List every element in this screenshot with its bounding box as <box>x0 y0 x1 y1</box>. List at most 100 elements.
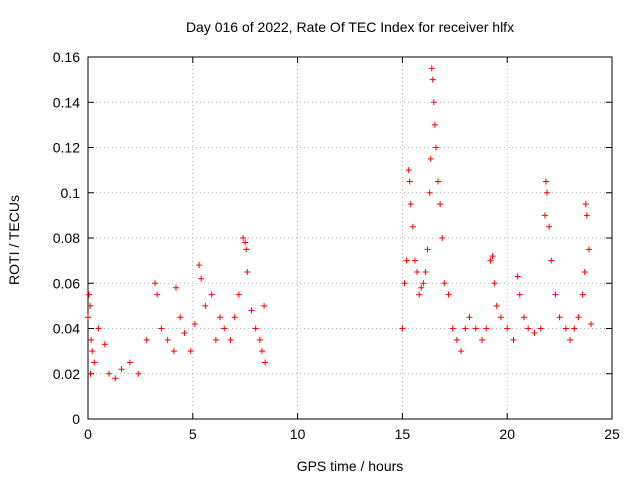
data-point <box>424 246 431 253</box>
data-point <box>441 280 448 287</box>
x-tick-label: 10 <box>290 426 306 442</box>
data-point <box>525 325 532 332</box>
data-point <box>504 325 511 332</box>
data-point <box>244 268 251 275</box>
data-point <box>430 99 437 106</box>
data-point <box>472 325 479 332</box>
data-point <box>491 280 498 287</box>
data-point <box>541 212 548 219</box>
data-point <box>143 336 150 343</box>
data-point <box>177 314 184 321</box>
data-point <box>256 336 263 343</box>
data-point <box>449 325 456 332</box>
data-point <box>126 359 133 366</box>
data-point <box>418 284 425 291</box>
data-point <box>87 302 94 309</box>
data-point <box>429 76 436 83</box>
data-point <box>585 246 592 253</box>
data-point <box>497 314 504 321</box>
data-point <box>556 314 563 321</box>
x-tick-label: 15 <box>395 426 411 442</box>
data-point <box>101 341 108 348</box>
data-point <box>542 178 549 185</box>
data-point <box>164 336 171 343</box>
data-point <box>583 212 590 219</box>
data-point <box>510 336 517 343</box>
data-point <box>420 280 427 287</box>
data-point <box>261 302 268 309</box>
data-point <box>537 325 544 332</box>
y-tick-label: 0.02 <box>53 366 80 382</box>
data-point <box>466 314 473 321</box>
y-axis-label: ROTI / TECUs <box>6 195 22 285</box>
data-point <box>411 257 418 264</box>
data-point <box>562 325 569 332</box>
y-tick-label: 0.16 <box>53 49 80 65</box>
data-point <box>416 291 423 298</box>
data-point <box>399 325 406 332</box>
y-tick-label: 0.14 <box>53 94 80 110</box>
data-point <box>531 330 538 337</box>
data-point <box>435 178 442 185</box>
data-point <box>248 307 255 314</box>
data-point <box>520 314 527 321</box>
data-point <box>198 275 205 282</box>
data-point <box>243 246 250 253</box>
y-tick-label: 0.12 <box>53 140 80 156</box>
data-point <box>493 302 500 309</box>
data-point <box>187 348 194 355</box>
data-point <box>483 325 490 332</box>
data-point <box>588 320 595 327</box>
data-point <box>227 336 234 343</box>
data-point <box>409 223 416 230</box>
data-point <box>208 291 215 298</box>
data-point <box>221 325 228 332</box>
data-point <box>181 330 188 337</box>
y-tick-label: 0.04 <box>53 321 80 337</box>
data-point <box>414 268 421 275</box>
data-point <box>202 302 209 309</box>
y-tick-label: 0.1 <box>61 185 81 201</box>
data-point <box>401 280 408 287</box>
data-point <box>437 201 444 208</box>
data-point <box>516 291 523 298</box>
data-point <box>579 291 586 298</box>
x-tick-label: 5 <box>189 426 197 442</box>
data-point <box>575 314 582 321</box>
data-point <box>479 336 486 343</box>
data-point <box>154 291 161 298</box>
data-point <box>546 223 553 230</box>
data-point <box>432 144 439 151</box>
data-point <box>152 280 159 287</box>
x-tick-label: 20 <box>499 426 515 442</box>
data-point <box>514 273 521 280</box>
data-point <box>135 370 142 377</box>
data-point <box>567 336 574 343</box>
data-point <box>95 325 102 332</box>
data-point <box>462 325 469 332</box>
y-tick-label: 0.08 <box>53 230 80 246</box>
axis-ticks: 0 0.02 0.04 0.06 0.08 0.1 0.12 0.14 0.16 0 5 10 15 20… <box>53 49 620 442</box>
data-point <box>87 370 94 377</box>
data-point <box>235 291 242 298</box>
data-point <box>89 348 96 355</box>
data-point <box>173 284 180 291</box>
data-point <box>86 291 93 298</box>
data-point <box>403 257 410 264</box>
data-point <box>196 262 203 269</box>
y-tick-label: 0 <box>72 411 80 427</box>
y-tick-label: 0.06 <box>53 275 80 291</box>
data-point <box>217 314 224 321</box>
x-tick-label: 25 <box>604 426 620 442</box>
data-point <box>426 189 433 196</box>
data-point <box>407 201 414 208</box>
data-point <box>544 189 551 196</box>
data-point <box>191 320 198 327</box>
data-point <box>242 239 249 246</box>
data-point <box>240 235 247 241</box>
x-tick-label: 0 <box>84 426 92 442</box>
data-point <box>582 201 589 208</box>
data-point <box>105 370 112 377</box>
data-point <box>431 121 438 128</box>
